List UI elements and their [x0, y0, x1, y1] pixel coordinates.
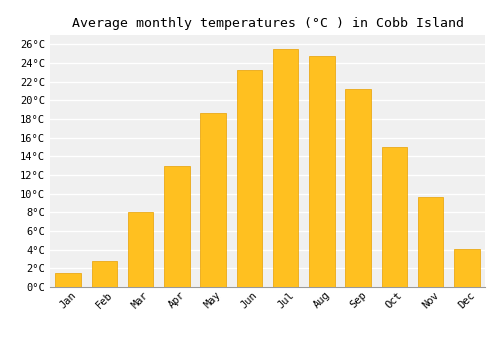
Bar [454, 249, 479, 287]
Bar [92, 261, 117, 287]
Bar [56, 273, 81, 287]
Bar [200, 113, 226, 287]
Bar [346, 89, 371, 287]
Bar [273, 49, 298, 287]
Bar [128, 212, 154, 287]
Title: Average monthly temperatures (°C ) in Cobb Island: Average monthly temperatures (°C ) in Co… [72, 17, 464, 30]
Bar [164, 166, 190, 287]
Bar [418, 197, 444, 287]
Bar [236, 70, 262, 287]
Bar [309, 56, 334, 287]
Bar [382, 147, 407, 287]
